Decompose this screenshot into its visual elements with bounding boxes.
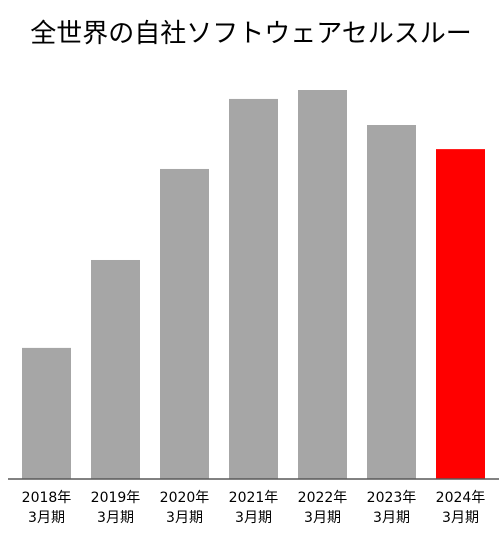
bar-2 bbox=[91, 259, 140, 479]
bar-5 bbox=[298, 90, 347, 479]
bars-group bbox=[22, 90, 485, 480]
x-tick-label: 2021年 3月期 bbox=[229, 490, 279, 526]
bar-4 bbox=[229, 98, 278, 480]
bar-3 bbox=[160, 168, 209, 480]
x-tick-label: 2024年 3月期 bbox=[436, 490, 486, 526]
bar-6 bbox=[367, 125, 416, 479]
x-tick-label: 2023年 3月期 bbox=[367, 490, 417, 526]
x-tick-label: 2020年 3月期 bbox=[160, 490, 210, 526]
x-tick-label: 2019年 3月期 bbox=[91, 490, 141, 526]
x-tick-labels: 2018年 3月期 2019年 3月期 2020年 3月期 2021年 3月期 2022年 3月期… bbox=[22, 490, 486, 526]
bar-1 bbox=[22, 347, 71, 479]
chart-title: 全世界の自社ソフトウェアセルスルー bbox=[30, 19, 471, 49]
x-tick-label: 2018年 3月期 bbox=[22, 490, 72, 526]
x-tick-label: 2022年 3月期 bbox=[298, 490, 348, 526]
bar-7 bbox=[436, 149, 485, 480]
